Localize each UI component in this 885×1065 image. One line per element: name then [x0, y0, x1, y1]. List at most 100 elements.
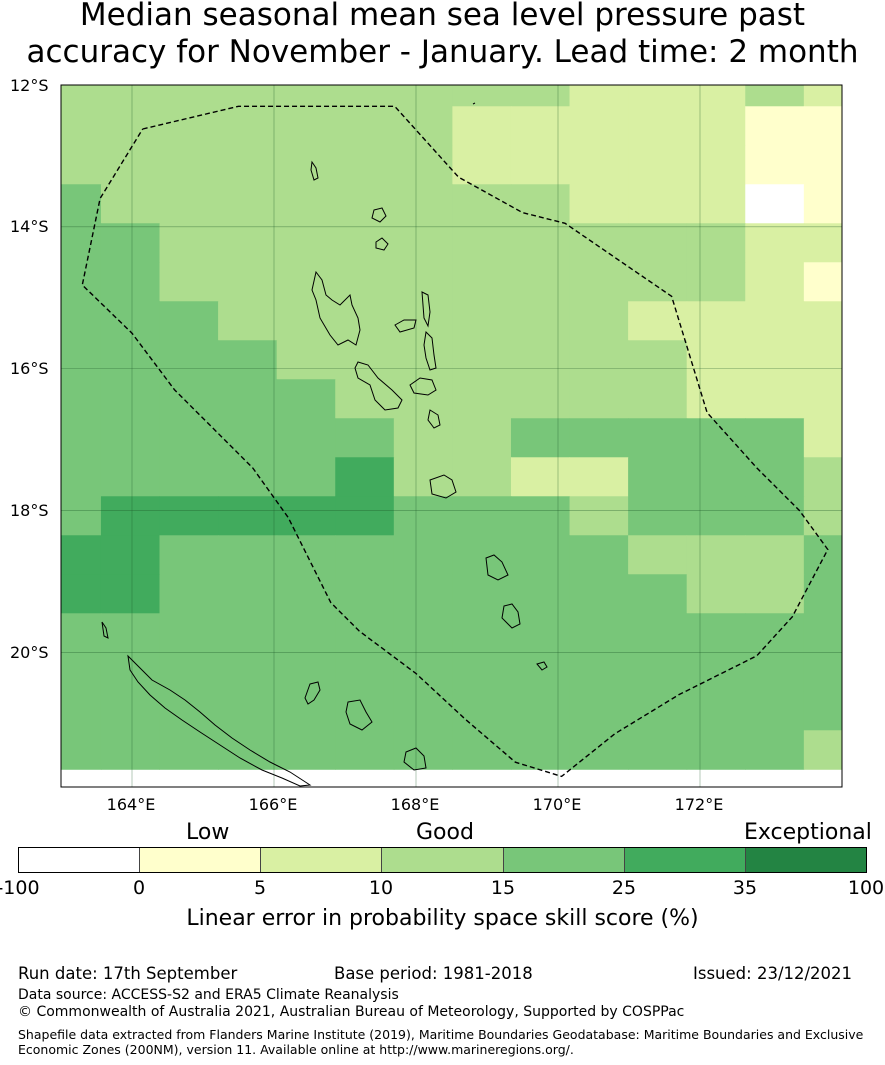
skill-cell — [393, 496, 453, 536]
skill-cell — [276, 652, 336, 692]
skill-cell — [510, 301, 571, 341]
skill-cell — [335, 184, 395, 224]
skill-cell — [803, 184, 843, 224]
colorbar-tick: 5 — [253, 877, 267, 899]
skill-cell — [159, 106, 219, 146]
skill-cell — [159, 535, 219, 575]
shapefile-credit-line1: Shapefile data extracted from Flanders M… — [18, 1027, 864, 1042]
skill-cell — [335, 613, 395, 653]
skill-cell — [569, 496, 629, 536]
skill-cell — [686, 223, 746, 263]
skill-cell — [686, 145, 746, 185]
skill-cell — [510, 730, 571, 770]
skill-cell — [452, 418, 512, 458]
skill-cell — [569, 301, 629, 341]
lat-label-16s: 16°S — [10, 359, 49, 378]
skill-cell — [452, 301, 512, 341]
skill-cell — [686, 457, 746, 497]
skill-cell — [159, 652, 219, 692]
skill-cell — [628, 262, 688, 302]
skill-cell — [218, 85, 278, 107]
skill-cell — [218, 184, 278, 224]
skill-cell — [569, 340, 629, 380]
skill-cell — [628, 223, 688, 263]
skill-cell — [276, 496, 336, 536]
skill-cell — [628, 730, 688, 770]
skill-cell — [510, 106, 571, 146]
colorbar-tick: 25 — [611, 877, 637, 899]
island-tanna — [501, 603, 521, 629]
skill-cell — [159, 340, 219, 380]
lat-label-18s: 18°S — [10, 501, 49, 520]
skill-cell — [393, 184, 453, 224]
island-ambae — [394, 319, 417, 333]
skill-cell — [335, 574, 395, 614]
skill-cell — [335, 301, 395, 341]
skill-cell — [335, 106, 395, 146]
skill-cell — [686, 301, 746, 341]
skill-cell — [628, 85, 688, 107]
skill-cell — [100, 613, 161, 653]
skill-cell — [452, 730, 512, 770]
skill-cell — [218, 652, 278, 692]
map-title-line1: Median seasonal mean sea level pressure … — [79, 0, 806, 33]
skill-cell — [61, 652, 102, 692]
skill-cell — [686, 496, 746, 536]
skill-cell — [686, 85, 746, 107]
skill-cell — [335, 535, 395, 575]
category-low: Low — [186, 820, 230, 845]
skill-cell — [686, 106, 746, 146]
skill-cell — [803, 535, 843, 575]
island-aneityum — [536, 661, 548, 671]
skill-cell — [335, 457, 395, 497]
island-lifou — [345, 699, 373, 731]
skill-cell — [393, 457, 453, 497]
skill-cell — [452, 535, 512, 575]
skill-cell — [159, 145, 219, 185]
skill-cell — [510, 223, 571, 263]
skill-cell — [276, 301, 336, 341]
skill-cell — [452, 613, 512, 653]
skill-cell — [745, 223, 805, 263]
skill-cell — [335, 340, 395, 380]
skill-cell — [628, 418, 688, 458]
lat-label-14s: 14°S — [10, 217, 49, 236]
skill-cell — [510, 457, 571, 497]
skill-cell — [335, 145, 395, 185]
colorbar-label: Linear error in probability space skill … — [186, 906, 699, 931]
skill-cell — [218, 613, 278, 653]
skill-cell — [100, 340, 161, 380]
skill-cell — [569, 418, 629, 458]
skill-cell — [745, 496, 805, 536]
skill-cell — [745, 145, 805, 185]
issued-date: Issued: 23/12/2021 — [693, 964, 853, 983]
island-pentecost — [423, 330, 437, 371]
skill-cell — [452, 106, 512, 146]
colorbar-tick: -100 — [0, 877, 40, 899]
skill-cell — [218, 418, 278, 458]
skill-cell — [218, 340, 278, 380]
map-title-line2: accuracy for November - January. Lead ti… — [26, 34, 859, 70]
skill-cell — [510, 535, 571, 575]
skill-cell — [510, 340, 571, 380]
skill-cell — [510, 652, 571, 692]
skill-cell — [510, 418, 571, 458]
coastlines — [101, 102, 548, 787]
island-ambrym — [409, 377, 437, 396]
skill-cell — [335, 496, 395, 536]
skill-cell — [686, 418, 746, 458]
skill-cell — [745, 613, 805, 653]
skill-cell — [569, 574, 629, 614]
lon-label-168e: 168°E — [390, 795, 440, 814]
skill-cell — [393, 340, 453, 380]
skill-cell — [335, 418, 395, 458]
skill-cell — [628, 613, 688, 653]
run-date: Run date: 17th September — [18, 964, 238, 983]
skill-cell — [159, 574, 219, 614]
island-erromango — [485, 554, 509, 581]
skill-cell — [276, 457, 336, 497]
island-mare — [403, 747, 427, 771]
island-maewo — [421, 291, 431, 328]
skill-cell — [159, 85, 219, 107]
skill-cell — [61, 106, 102, 146]
